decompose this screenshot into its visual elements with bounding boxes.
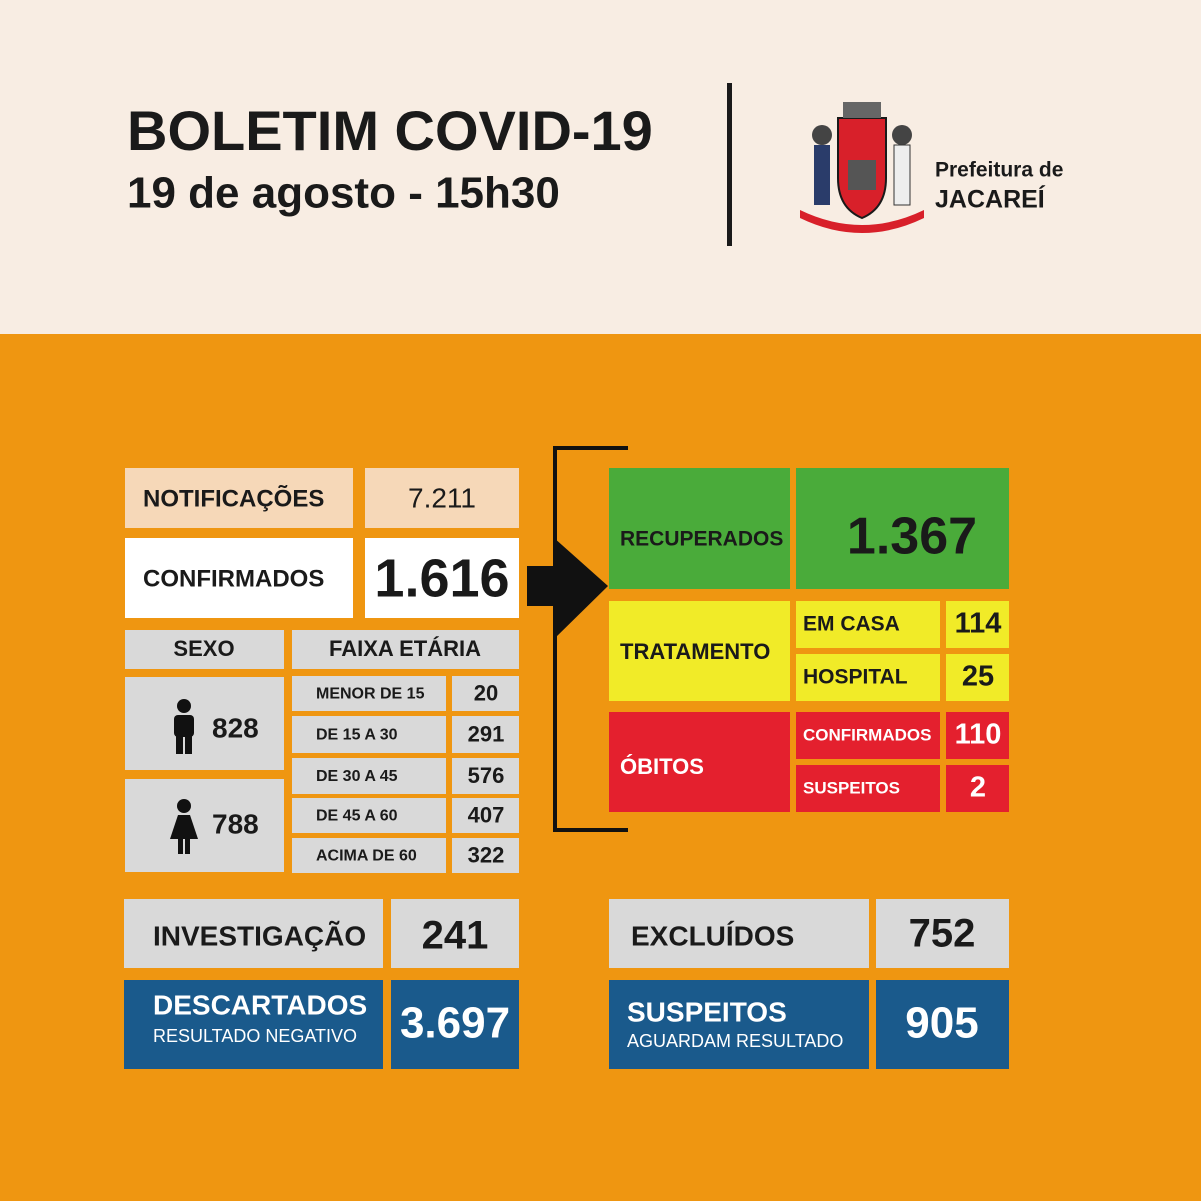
box xyxy=(876,899,1009,968)
box xyxy=(609,712,790,812)
coat-of-arms xyxy=(800,102,924,233)
box xyxy=(125,677,284,770)
box xyxy=(125,468,353,528)
value: 1.616 xyxy=(374,548,509,608)
box xyxy=(946,765,1009,812)
value: 3.697 xyxy=(400,999,510,1048)
value: 576 xyxy=(468,763,505,788)
box xyxy=(124,899,383,968)
box xyxy=(292,676,446,711)
box xyxy=(609,980,869,1069)
value: 20 xyxy=(474,680,498,705)
value: 828 xyxy=(212,712,259,743)
label: DE 15 A 30 xyxy=(316,727,398,744)
sublabel: AGUARDAM RESULTADO xyxy=(627,1031,843,1051)
value: 7.211 xyxy=(408,482,476,513)
box xyxy=(391,899,519,968)
box xyxy=(876,980,1009,1069)
box xyxy=(609,601,790,701)
value: 905 xyxy=(905,999,978,1048)
label: ÓBITOS xyxy=(620,754,704,779)
label: ACIMA DE 60 xyxy=(316,848,417,865)
box xyxy=(452,758,519,794)
box xyxy=(292,630,519,669)
value: 241 xyxy=(422,914,489,958)
box xyxy=(125,630,284,669)
label: RECUPERADOS xyxy=(620,528,783,551)
label: DESCARTADOS xyxy=(153,989,367,1020)
logo-line1: Prefeitura de xyxy=(935,159,1063,182)
value: 322 xyxy=(468,842,505,867)
divider xyxy=(727,83,732,246)
header-band xyxy=(0,0,1201,334)
value: 407 xyxy=(468,802,505,827)
male-icon xyxy=(174,699,194,754)
box xyxy=(125,538,353,618)
value: 2 xyxy=(970,772,986,804)
label: TRATAMENTO xyxy=(620,639,770,664)
label: SEXO xyxy=(173,636,234,661)
arrow xyxy=(527,537,608,640)
box xyxy=(292,758,446,794)
label: CONFIRMADOS xyxy=(143,565,324,592)
box xyxy=(452,838,519,873)
box xyxy=(292,798,446,833)
label: FAIXA ETÁRIA xyxy=(329,636,481,661)
box xyxy=(946,712,1009,759)
box xyxy=(946,654,1009,701)
logo-line2: JACAREÍ xyxy=(935,185,1046,214)
box xyxy=(391,980,519,1069)
value: 114 xyxy=(955,608,1002,640)
value: 291 xyxy=(468,721,505,746)
box xyxy=(124,980,383,1069)
box xyxy=(452,676,519,711)
label: NOTIFICAÇÕES xyxy=(143,484,324,512)
value: 25 xyxy=(962,661,994,693)
label: MENOR DE 15 xyxy=(316,686,425,703)
box xyxy=(609,468,790,589)
box xyxy=(796,601,940,648)
value: 752 xyxy=(909,912,976,956)
label: INVESTIGAÇÃO xyxy=(153,920,366,951)
title: BOLETIM COVID-19 xyxy=(127,99,653,162)
female-icon xyxy=(170,799,198,854)
subtitle: 19 de agosto - 15h30 xyxy=(127,169,560,218)
label: EXCLUÍDOS xyxy=(631,920,794,951)
label: HOSPITAL xyxy=(803,666,908,689)
label: EM CASA xyxy=(803,613,900,636)
box xyxy=(796,468,1009,589)
box xyxy=(796,765,940,812)
label: DE 45 A 60 xyxy=(316,808,398,825)
value: 788 xyxy=(212,808,259,839)
box xyxy=(452,798,519,833)
box xyxy=(292,716,446,753)
box xyxy=(125,779,284,872)
sublabel: RESULTADO NEGATIVO xyxy=(153,1026,357,1046)
label: SUSPEITOS xyxy=(627,996,787,1027)
box xyxy=(292,838,446,873)
label: DE 30 A 45 xyxy=(316,768,398,785)
value: 1.367 xyxy=(847,508,977,566)
label: CONFIRMADOS xyxy=(803,725,931,744)
box xyxy=(609,899,869,968)
box xyxy=(365,538,519,618)
bracket xyxy=(553,446,628,832)
label: SUSPEITOS xyxy=(803,778,900,797)
box xyxy=(796,654,940,701)
box xyxy=(452,716,519,753)
box xyxy=(946,601,1009,648)
box xyxy=(365,468,519,528)
value: 110 xyxy=(955,719,1002,751)
box xyxy=(796,712,940,759)
